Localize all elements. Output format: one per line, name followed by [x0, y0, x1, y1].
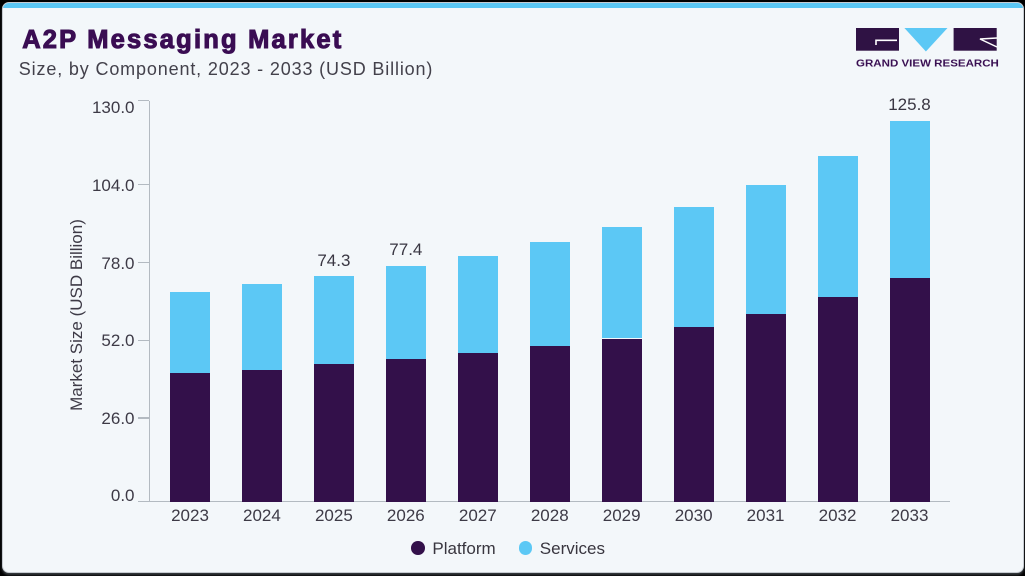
svg-text:GRAND VIEW RESEARCH: GRAND VIEW RESEARCH: [856, 59, 999, 70]
